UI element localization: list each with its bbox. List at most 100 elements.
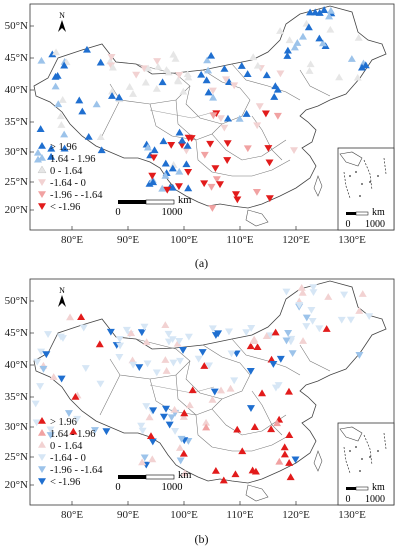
- station-marker: [52, 48, 61, 56]
- lon-label: 100°E: [170, 509, 198, 521]
- station-marker: [96, 380, 105, 388]
- station-marker: [56, 333, 65, 341]
- station-marker: [154, 63, 163, 70]
- station-marker: [169, 161, 178, 168]
- station-marker: [92, 100, 101, 108]
- lat-label: 25°N: [5, 451, 28, 463]
- station-marker: [138, 458, 147, 466]
- station-marker: [322, 325, 331, 332]
- station-marker: [223, 140, 232, 148]
- station-marker: [273, 112, 282, 120]
- legend-label: < -1.96: [50, 202, 80, 213]
- station-marker: [140, 454, 149, 462]
- station-marker: [31, 400, 40, 408]
- inset-island: [369, 181, 371, 183]
- scale-distance: 1000: [162, 482, 183, 493]
- station-marker: [167, 141, 176, 149]
- station-marker: [208, 325, 217, 333]
- station-marker: [177, 435, 186, 443]
- station-marker: [309, 289, 318, 297]
- station-marker: [161, 159, 170, 167]
- station-marker: [57, 121, 66, 128]
- station-marker: [211, 165, 220, 173]
- station-marker: [224, 328, 233, 336]
- legend-label: > 1.96: [50, 417, 77, 428]
- province-boundary: [195, 414, 291, 452]
- station-marker: [161, 171, 170, 179]
- scale-segment-black: [118, 475, 146, 479]
- station-marker: [242, 110, 251, 117]
- inset-coast: [339, 426, 363, 442]
- station-marker: [108, 92, 117, 99]
- legend-symbol: [38, 429, 46, 436]
- station-marker: [200, 180, 209, 188]
- station-marker: [285, 36, 294, 44]
- inset-island: [355, 446, 357, 448]
- legend-label: -1.64 - 0: [50, 178, 86, 189]
- station-marker: [164, 68, 173, 76]
- panel-label-a: (a): [194, 256, 209, 270]
- station-marker: [36, 125, 45, 132]
- station-marker: [170, 405, 179, 413]
- station-marker: [69, 427, 78, 435]
- station-marker: [127, 329, 136, 337]
- station-marker: [353, 73, 362, 81]
- province-boundary: [231, 338, 301, 376]
- station-marker: [326, 25, 335, 33]
- station-marker: [238, 447, 247, 455]
- legend-symbol: [38, 454, 46, 461]
- station-marker: [200, 362, 209, 369]
- station-marker: [58, 96, 67, 103]
- station-marker: [161, 356, 170, 363]
- station-marker: [179, 413, 188, 420]
- station-marker: [284, 387, 293, 395]
- station-marker: [159, 413, 168, 421]
- province-boundary: [231, 63, 301, 101]
- station-marker: [295, 302, 304, 309]
- station-marker: [230, 377, 239, 385]
- station-marker: [137, 329, 146, 337]
- station-marker: [237, 62, 246, 69]
- station-marker: [145, 413, 154, 421]
- station-marker: [158, 78, 167, 86]
- station-marker: [202, 418, 211, 426]
- station-marker: [305, 67, 314, 74]
- station-marker: [230, 82, 239, 90]
- station-marker: [129, 361, 138, 369]
- station-marker: [231, 470, 240, 478]
- scale-unit: km: [178, 470, 191, 481]
- station-marker: [178, 347, 187, 354]
- station-marker: [169, 50, 178, 58]
- station-marker: [96, 58, 105, 66]
- hainan-island: [245, 484, 269, 502]
- north-arrow: N: [58, 11, 66, 32]
- station-marker: [140, 65, 149, 73]
- province-boundary: [149, 103, 223, 141]
- lon-label: 120°E: [282, 509, 310, 521]
- station-marker: [275, 457, 284, 465]
- station-marker: [175, 338, 184, 345]
- station-marker: [346, 316, 355, 324]
- lon-label: 100°E: [170, 234, 198, 246]
- station-marker: [221, 76, 230, 84]
- station-marker: [183, 70, 192, 78]
- station-marker: [210, 388, 219, 396]
- station-marker: [197, 70, 206, 78]
- station-marker: [207, 183, 216, 191]
- station-marker: [209, 93, 218, 101]
- station-marker: [33, 358, 42, 366]
- station-marker: [208, 87, 217, 95]
- station-marker: [148, 455, 157, 463]
- station-marker: [212, 176, 221, 183]
- station-marker: [284, 329, 293, 337]
- station-marker: [283, 52, 292, 59]
- station-marker: [33, 148, 42, 156]
- station-marker: [283, 46, 292, 54]
- inset-scale-zero: 0: [346, 494, 351, 505]
- station-marker: [60, 61, 69, 69]
- inset-island: [361, 183, 363, 185]
- station-marker: [261, 110, 270, 118]
- station-marker: [315, 325, 324, 333]
- station-marker: [51, 82, 60, 90]
